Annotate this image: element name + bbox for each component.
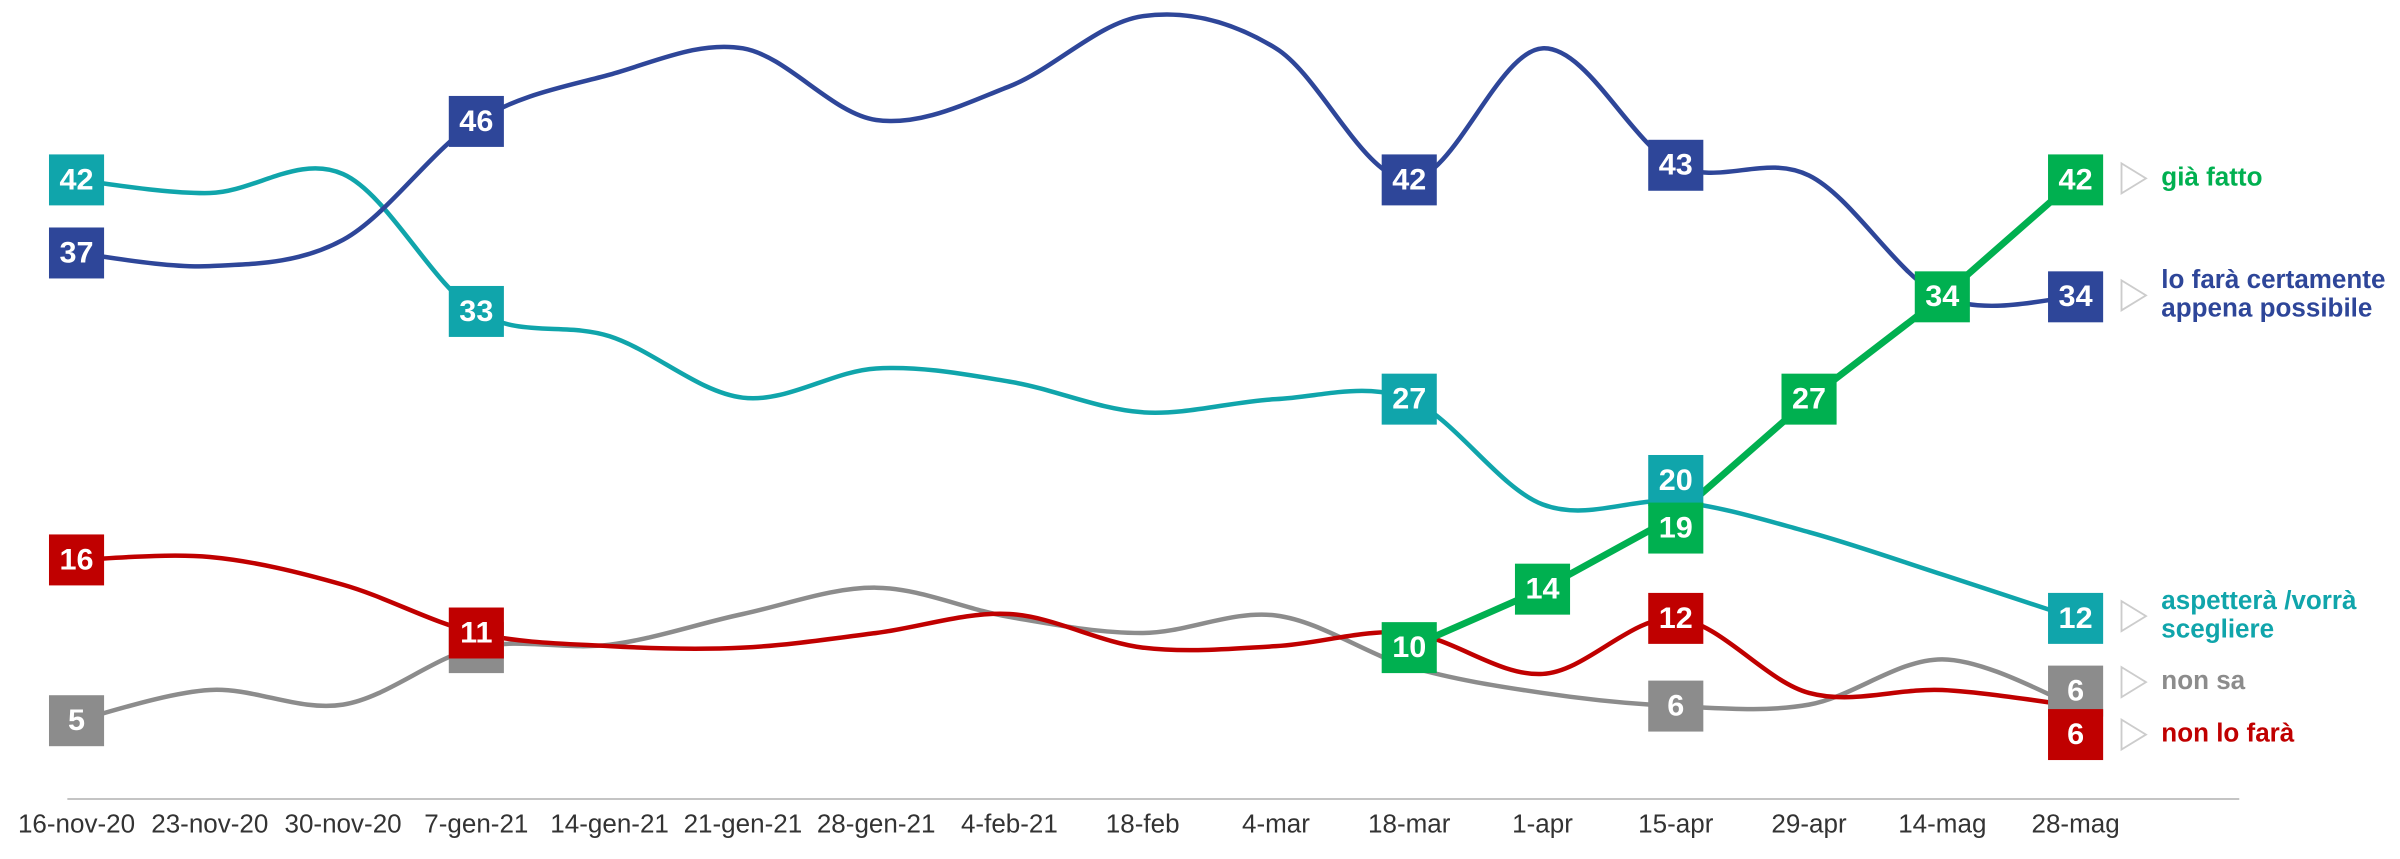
label-box — [1514, 563, 1571, 615]
legend-label: lo farà certamente appena possibile — [2161, 266, 2385, 322]
data-label: 37 — [60, 237, 94, 270]
x-tick-label: 18-mar — [1368, 811, 1451, 839]
label-box — [48, 154, 105, 206]
x-tick-label: 30-nov-20 — [284, 811, 401, 839]
data-label: 6 — [2067, 675, 2084, 708]
label-box — [2048, 271, 2104, 323]
label-box — [2048, 592, 2104, 644]
label-box — [1381, 622, 1437, 674]
data-label: 6 — [1667, 690, 1684, 723]
x-tick-label: 7-gen-21 — [424, 811, 528, 839]
data-label: 27 — [1792, 383, 1826, 416]
data-label: 12 — [2059, 602, 2093, 635]
label-box — [2048, 709, 2104, 761]
series-line — [76, 166, 2077, 621]
legend-arrow — [2120, 278, 2148, 312]
x-tick-label: 28-gen-21 — [817, 811, 936, 839]
label-box — [48, 695, 105, 747]
data-label: 16 — [60, 544, 94, 577]
label-box — [1381, 373, 1437, 425]
legend-arrow — [2120, 161, 2148, 196]
data-label: 10 — [1392, 631, 1426, 664]
data-label: 43 — [1659, 149, 1693, 182]
label-box — [1648, 680, 1704, 732]
data-label: 34 — [2059, 281, 2093, 314]
x-tick-label: 15-apr — [1638, 811, 1714, 839]
x-tick-label: 28-mag — [2031, 811, 2119, 839]
legend-arrow — [2120, 717, 2148, 752]
label-box — [1648, 592, 1704, 644]
data-label: 42 — [1392, 164, 1426, 197]
data-label: 5 — [68, 704, 85, 737]
label-box — [48, 534, 105, 586]
legend-arrow — [2120, 665, 2148, 699]
x-tick-label: 1-apr — [1512, 811, 1573, 839]
label-box — [448, 607, 504, 659]
data-label: 34 — [1925, 281, 1959, 314]
label-box — [448, 95, 504, 147]
data-label: 12 — [1659, 602, 1693, 635]
label-box — [1914, 271, 1970, 323]
label-box — [1648, 502, 1704, 554]
legend-label: non sa — [2161, 667, 2246, 695]
label-box — [448, 285, 504, 337]
label-box — [1648, 454, 1704, 506]
series-line — [76, 12, 2076, 309]
label-box — [2048, 154, 2104, 206]
x-tick-label: 18-feb — [1106, 811, 1180, 839]
legend-arrow — [2120, 599, 2148, 633]
x-tick-label: 4-feb-21 — [961, 811, 1058, 839]
x-tick-label: 4-mar — [1242, 811, 1310, 839]
data-label: 6 — [2067, 718, 2084, 751]
x-tick-label: 21-gen-21 — [684, 811, 803, 839]
label-box — [1781, 373, 1837, 425]
data-label: 19 — [1659, 512, 1693, 545]
series-line — [76, 585, 2077, 723]
data-label: 11 — [460, 617, 492, 650]
x-tick-label: 14-gen-21 — [550, 811, 669, 839]
data-label: 46 — [459, 105, 493, 138]
label-box — [2048, 665, 2104, 717]
data-label: 20 — [1659, 464, 1693, 497]
label-box — [1381, 154, 1437, 206]
x-tick-label: 23-nov-20 — [151, 811, 268, 839]
label-box — [1648, 139, 1704, 191]
label-box — [48, 227, 105, 279]
data-label: 42 — [60, 164, 94, 197]
legend-label: già fatto — [2161, 163, 2262, 191]
x-tick-label: 16-nov-20 — [18, 811, 135, 839]
data-label: 27 — [1392, 383, 1426, 416]
series-line — [76, 553, 2076, 709]
data-label: 14 — [1525, 573, 1559, 606]
legend-label: non lo farà — [2161, 720, 2295, 748]
data-label: 33 — [459, 295, 493, 328]
x-tick-label: 14-mag — [1898, 811, 1986, 839]
x-tick-label: 29-apr — [1771, 811, 1847, 839]
legend-label: aspetterà /vorrà scegliere — [2161, 587, 2357, 643]
data-label: 42 — [2059, 164, 2093, 197]
series-line — [1407, 177, 2078, 651]
